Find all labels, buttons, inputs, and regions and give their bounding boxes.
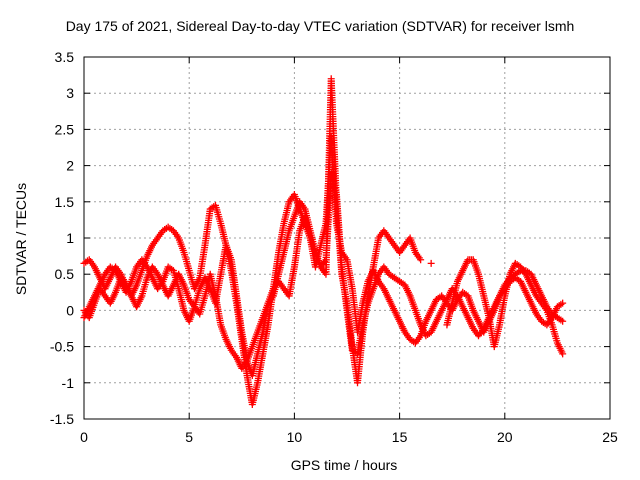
- y-axis-label: SDTVAR / TECUs: [13, 182, 29, 296]
- grid: [84, 57, 610, 419]
- plot-frame: [83, 56, 611, 420]
- y-tick-label: 3: [66, 85, 74, 101]
- x-tick-label: 15: [392, 429, 408, 445]
- x-tick-label: 5: [185, 429, 193, 445]
- y-tick-label: -0.5: [50, 339, 74, 355]
- y-tick-label: 3.5: [55, 49, 75, 65]
- y-tick-label: 1.5: [55, 194, 75, 210]
- data-points: [80, 75, 567, 409]
- axis-ticks: 0 5 10 15 20 25 -1.5 -1 -0.5 0 0.5 1 1.5 2 2.5 3 3.5: [50, 49, 618, 445]
- y-tick-label: -1: [62, 375, 75, 391]
- y-tick-label: 2.5: [55, 121, 75, 137]
- y-tick-label: 1: [66, 230, 74, 246]
- y-tick-label: 0.5: [55, 266, 75, 282]
- x-axis-label: GPS time / hours: [290, 457, 398, 473]
- x-tick-label: 20: [497, 429, 513, 445]
- data-point-marker: [427, 259, 435, 267]
- x-tick-label: 25: [602, 429, 618, 445]
- data-point-marker: [559, 299, 567, 307]
- y-tick-label: 2: [66, 158, 74, 174]
- data-point-marker: [559, 317, 567, 325]
- data-point-marker: [559, 350, 567, 358]
- data-point-marker: [417, 256, 425, 264]
- x-tick-label: 0: [80, 429, 88, 445]
- y-tick-label: -1.5: [50, 411, 74, 427]
- x-tick-label: 10: [287, 429, 303, 445]
- chart-title: Day 175 of 2021, Sidereal Day-to-day VTE…: [65, 18, 575, 34]
- y-tick-label: 0: [66, 302, 74, 318]
